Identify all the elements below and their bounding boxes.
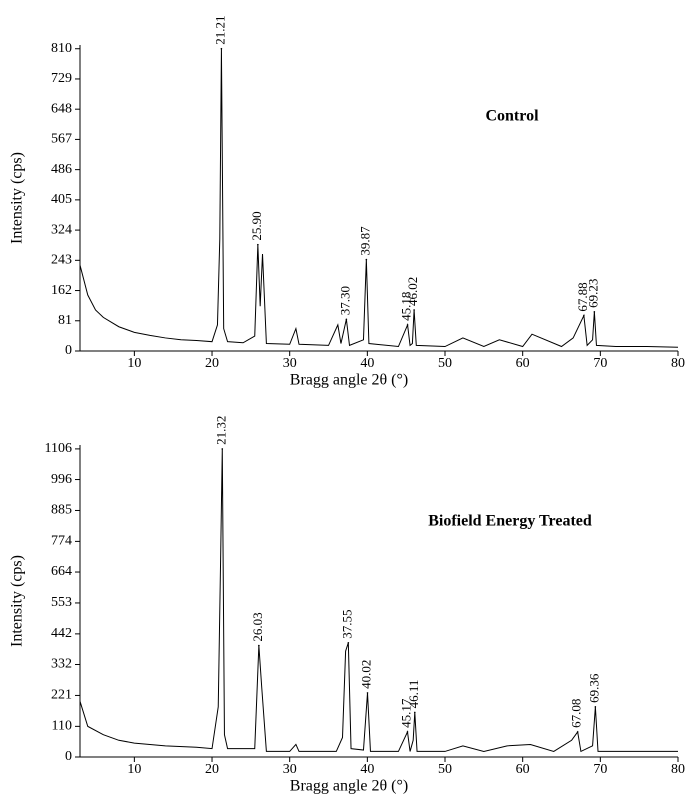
x-tick-label: 40 <box>360 762 374 777</box>
peak-marker <box>583 314 585 317</box>
y-tick-label: 648 <box>51 101 72 116</box>
peak-label: 46.11 <box>406 680 421 709</box>
peak-marker <box>413 309 415 311</box>
peak-label: 40.02 <box>358 660 373 689</box>
y-tick-label: 405 <box>51 192 72 207</box>
x-tick-label: 80 <box>671 356 685 371</box>
y-axis-label: Intensity (cps) <box>9 555 26 647</box>
y-axis-label: Intensity (cps) <box>9 152 26 244</box>
peak-marker <box>257 243 259 246</box>
y-tick-label: 664 <box>51 564 72 579</box>
y-tick-label: 442 <box>51 626 72 641</box>
peak-marker <box>593 311 596 313</box>
y-tick-label: 1106 <box>45 441 72 456</box>
x-tick-label: 10 <box>127 356 141 371</box>
x-tick-label: 20 <box>205 762 219 777</box>
y-tick-label: 553 <box>51 595 72 610</box>
peak-label: 25.90 <box>249 211 264 240</box>
chart-title: Biofield Energy Treated <box>428 513 592 530</box>
y-tick-label: 324 <box>51 222 72 237</box>
peak-marker <box>406 731 409 733</box>
peak-label: 67.88 <box>575 282 590 311</box>
peak-label: 46.02 <box>405 277 420 306</box>
x-axis-label: Bragg angle 2θ (°) <box>290 778 408 795</box>
peak-label: 37.55 <box>339 610 354 639</box>
peak-marker <box>258 644 260 647</box>
x-tick-label: 30 <box>283 762 297 777</box>
peak-marker <box>221 448 224 450</box>
peak-label: 39.87 <box>357 226 372 256</box>
y-tick-label: 774 <box>51 534 72 549</box>
peak-marker <box>576 731 579 733</box>
peak-label: 21.21 <box>212 15 227 44</box>
peak-marker <box>366 692 369 694</box>
y-tick-label: 81 <box>58 313 72 328</box>
x-axis-label: Bragg angle 2θ (°) <box>290 372 408 389</box>
x-tick-label: 50 <box>438 356 452 371</box>
y-tick-label: 332 <box>51 657 72 672</box>
peak-marker <box>406 324 409 326</box>
peak-label: 69.36 <box>586 673 601 703</box>
y-tick-label: 729 <box>51 71 72 86</box>
y-tick-label: 486 <box>51 162 72 177</box>
y-tick-label: 0 <box>65 749 72 764</box>
y-tick-label: 243 <box>51 253 72 268</box>
peak-label: 37.30 <box>337 286 352 315</box>
peak-marker <box>345 318 348 321</box>
y-tick-label: 810 <box>51 41 72 56</box>
peak-label: 69.23 <box>585 279 600 308</box>
x-tick-label: 30 <box>283 356 297 371</box>
y-tick-label: 567 <box>51 132 72 147</box>
peak-label: 26.03 <box>250 612 265 641</box>
peak-marker <box>365 258 368 261</box>
y-tick-label: 996 <box>51 472 72 487</box>
y-tick-label: 110 <box>52 719 72 734</box>
peak-label: 45.17 <box>398 698 413 728</box>
x-tick-label: 10 <box>127 762 141 777</box>
xrd-line <box>79 448 678 753</box>
x-tick-label: 60 <box>516 762 530 777</box>
x-tick-label: 80 <box>671 762 685 777</box>
peak-marker <box>347 641 350 644</box>
x-tick-label: 70 <box>593 356 607 371</box>
y-tick-label: 0 <box>65 343 72 358</box>
y-tick-label: 885 <box>51 503 72 518</box>
x-tick-label: 60 <box>516 356 530 371</box>
x-tick-label: 40 <box>360 356 374 371</box>
peak-marker <box>414 711 416 714</box>
peak-label: 45.18 <box>399 292 414 321</box>
x-tick-label: 20 <box>205 356 219 371</box>
peak-marker <box>594 706 597 708</box>
peak-label: 67.08 <box>569 699 584 728</box>
chart-title: Control <box>485 108 539 125</box>
peak-marker <box>220 47 223 50</box>
x-tick-label: 50 <box>438 762 452 777</box>
y-tick-label: 162 <box>51 283 72 298</box>
peak-label: 21.32 <box>213 416 228 445</box>
x-tick-label: 70 <box>593 762 607 777</box>
xrd-line <box>79 48 679 348</box>
y-tick-label: 221 <box>51 688 72 703</box>
